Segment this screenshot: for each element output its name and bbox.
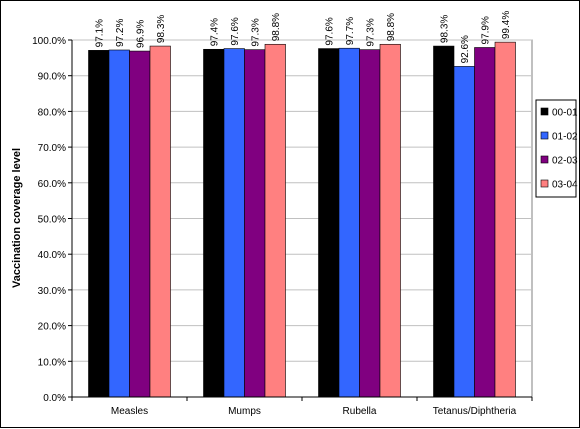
legend-swatch xyxy=(540,179,549,188)
y-tick-label: 10.0% xyxy=(38,357,66,368)
y-tick-label: 20.0% xyxy=(38,322,66,333)
bar xyxy=(359,49,381,398)
x-tick-label: Tetanus/Diphtheria xyxy=(433,406,517,417)
bar xyxy=(453,66,475,398)
bar xyxy=(108,49,130,398)
bar xyxy=(494,41,516,398)
data-label: 98.8% xyxy=(271,13,282,41)
y-tick-label: 100.0% xyxy=(32,36,66,47)
x-tick-label: Rubella xyxy=(343,406,377,417)
y-tick-label: 90.0% xyxy=(38,72,66,83)
legend-swatch xyxy=(540,107,549,116)
bar xyxy=(203,48,225,398)
y-tick-label: 60.0% xyxy=(38,179,66,190)
bar xyxy=(433,45,455,398)
data-label: 97.9% xyxy=(480,16,491,44)
y-tick-label: 70.0% xyxy=(38,143,66,154)
data-labels: 97.1% 97.2% 96.9% 98.3% 97.4% 97.6% 97.3% 98.8%… xyxy=(94,11,512,64)
legend-label: 02-03 xyxy=(552,156,578,167)
bar xyxy=(474,47,496,398)
data-label: 97.2% xyxy=(115,19,126,47)
y-tick-label: 0.0% xyxy=(43,393,66,404)
y-tick-labels: 0.0% 10.0% 20.0% 30.0% 40.0% 50.0% 60.0% 70.0% 8… xyxy=(32,36,66,404)
legend-label: 00-01 xyxy=(552,108,578,119)
legend-label: 03-04 xyxy=(552,180,578,191)
x-tick-label: Measles xyxy=(111,406,148,417)
bar xyxy=(223,48,245,398)
data-label: 92.6% xyxy=(460,35,471,63)
legend-items: 00-01 01-02 02-03 03-04 xyxy=(540,107,578,191)
bar xyxy=(129,50,151,398)
data-label: 97.1% xyxy=(94,19,105,47)
data-label: 98.3% xyxy=(439,15,450,43)
x-tick-labels: Measles Mumps Rubella Tetanus/Diphtheria xyxy=(111,406,517,417)
data-label: 97.6% xyxy=(324,17,335,45)
data-label: 98.3% xyxy=(156,15,167,43)
bar xyxy=(338,47,360,398)
y-tick-label: 50.0% xyxy=(38,215,66,226)
bar xyxy=(379,43,401,398)
data-label: 97.7% xyxy=(345,17,356,45)
bar xyxy=(264,43,286,398)
legend-swatch xyxy=(540,155,549,164)
y-tick-label: 40.0% xyxy=(38,250,66,261)
data-label: 99.4% xyxy=(501,11,512,39)
bar xyxy=(318,48,340,398)
data-label: 97.4% xyxy=(209,18,220,46)
legend-label: 01-02 xyxy=(552,132,578,143)
x-tick-label: Mumps xyxy=(228,406,261,417)
bars xyxy=(88,41,516,398)
data-label: 97.6% xyxy=(230,17,241,45)
legend-swatch xyxy=(540,131,549,140)
bar xyxy=(149,45,171,398)
y-tick-label: 30.0% xyxy=(38,286,66,297)
bar xyxy=(88,50,110,398)
y-axis-title: Vaccination coverage level xyxy=(11,148,23,288)
data-label: 97.3% xyxy=(250,18,261,46)
data-label: 97.3% xyxy=(365,18,376,46)
axes xyxy=(68,39,533,401)
data-label: 96.9% xyxy=(135,20,146,48)
legend: 00-01 01-02 02-03 03-04 xyxy=(535,99,578,198)
bar xyxy=(244,49,266,398)
data-label: 98.8% xyxy=(386,13,397,41)
y-tick-label: 80.0% xyxy=(38,107,66,118)
